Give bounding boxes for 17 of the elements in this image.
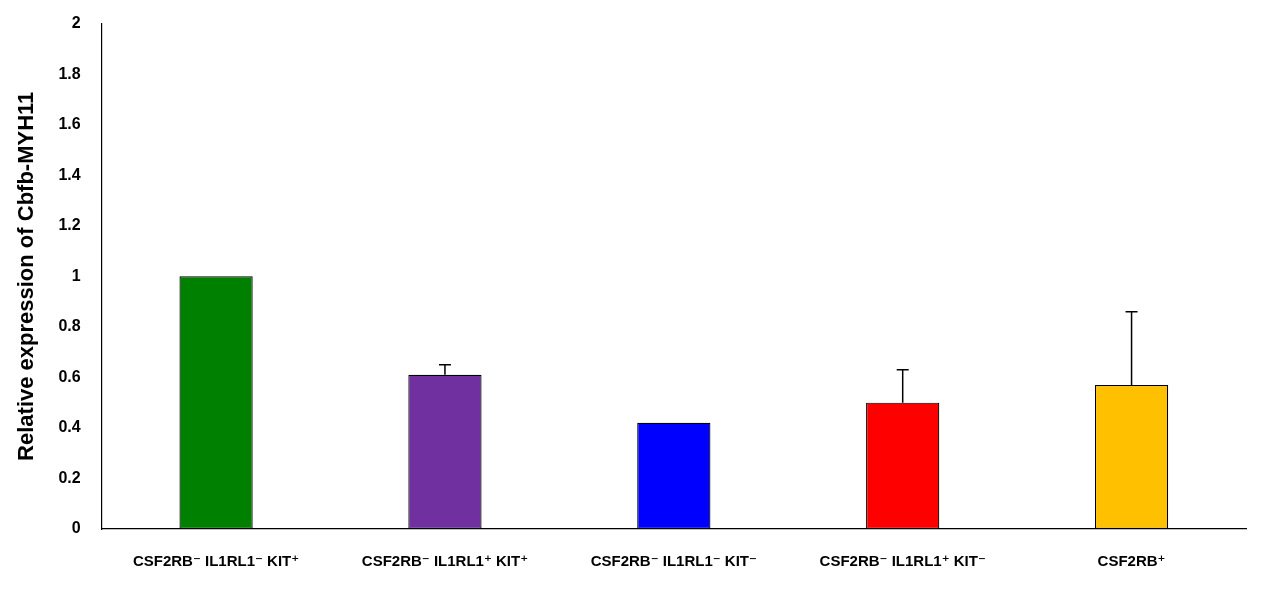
y-tick-label: 0.6	[58, 367, 81, 385]
y-tick-label: 0.8	[58, 317, 81, 335]
x-tick-label: CSF2RB⁻ IL1RL1⁻ KIT⁺	[132, 552, 300, 570]
x-tick-label: CSF2RB⁻ IL1RL1⁺ KIT⁺	[361, 552, 529, 570]
y-tick-label: 1.4	[58, 165, 81, 183]
y-tick-label: 0.2	[58, 468, 81, 486]
y-tick-label: 1.8	[58, 64, 81, 82]
x-tick-label: CSF2RB⁺	[1097, 552, 1166, 570]
x-tick-label: CSF2RB⁻ IL1RL1⁻ KIT⁻	[590, 552, 757, 570]
y-tick-label: 1.2	[58, 216, 81, 234]
y-tick-label: 0	[71, 519, 81, 537]
x-tick-label: CSF2RB⁻ IL1RL1⁺ KIT⁻	[819, 552, 986, 570]
y-tick-label: 1.6	[58, 115, 81, 133]
y-tick-label: 2	[71, 14, 81, 32]
y-tick-label: 1	[71, 266, 81, 284]
y-tick-label: 0.4	[58, 418, 81, 436]
y-axis-title: Relative expression of Cbfb-MYH11	[13, 91, 39, 461]
